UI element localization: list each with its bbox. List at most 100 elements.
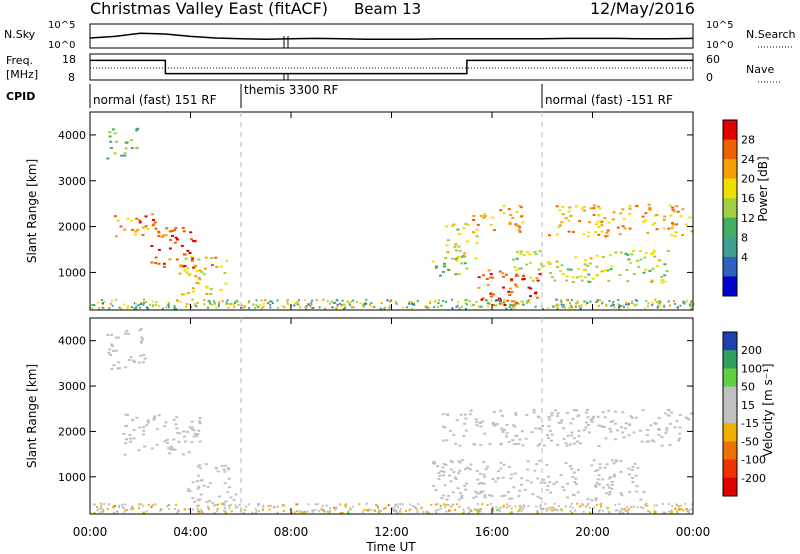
velocity-cell [635, 490, 639, 493]
power-cell [363, 305, 365, 308]
power-cell [129, 219, 133, 222]
velocity-cell [500, 495, 504, 497]
power-cell [536, 279, 540, 282]
power-cell [676, 306, 679, 309]
velocity-cell [495, 423, 499, 426]
power-cell [636, 259, 639, 262]
power-cell [134, 230, 138, 233]
velocity-cell [687, 418, 691, 421]
velocity-cell [169, 448, 172, 451]
velocity-cell [197, 485, 201, 488]
velocity-cell [603, 466, 607, 469]
velocity-cell [222, 468, 226, 471]
noise-right-ytick-bottom: 10^0 [706, 40, 733, 51]
velocity-cell [676, 511, 679, 514]
power-cell [506, 299, 510, 302]
velocity-cell [653, 504, 656, 507]
power-cell [154, 227, 158, 230]
power-cell [592, 207, 596, 210]
power-cell [130, 147, 134, 150]
velocity-cell [118, 504, 121, 507]
velocity-cell [333, 506, 336, 509]
velocity-cell [183, 435, 186, 438]
power-cell [426, 306, 429, 309]
power-cell [641, 215, 645, 218]
velocity-cell [443, 426, 447, 429]
velocity-cell [619, 470, 623, 473]
power-cell [482, 216, 486, 219]
velocity-cell [339, 503, 342, 506]
velocity-cell [588, 431, 591, 434]
velocity-cell [373, 509, 376, 512]
velocity-cell [562, 489, 566, 492]
velocity-cell [147, 421, 150, 424]
velocity-cell [601, 478, 605, 481]
power-cell [565, 275, 569, 278]
velocity-cell [510, 473, 514, 476]
power-cell [331, 306, 334, 309]
power-cell [214, 256, 218, 259]
power-cell [563, 304, 565, 307]
velocity-cell [618, 511, 621, 514]
velocity-cell [463, 422, 467, 425]
power-cell [194, 304, 197, 307]
power-cell [589, 257, 593, 260]
power-cell [431, 260, 435, 263]
power-cell [111, 299, 113, 302]
velocity-cell [640, 506, 642, 509]
power-cell [528, 299, 531, 302]
colorbar-segment [723, 217, 737, 238]
velocity-cell [611, 459, 615, 462]
velocity-cell [420, 507, 423, 510]
velocity-cell [323, 508, 325, 511]
velocity-cell [527, 505, 530, 507]
velocity-cell [575, 482, 578, 485]
power-cell [485, 278, 489, 280]
power-cell [642, 271, 646, 274]
power-cell [293, 304, 296, 307]
velocity-cell [638, 429, 642, 432]
velocity-cell [163, 440, 167, 443]
ytick-label: 4000 [58, 129, 86, 142]
velocity-cell [175, 416, 179, 419]
velocity-cell [677, 439, 681, 442]
power-cell [454, 243, 458, 246]
power-cell [519, 250, 523, 253]
velocity-cell [128, 434, 132, 436]
velocity-cell [663, 412, 667, 415]
velocity-cell [564, 462, 568, 465]
power-cell [436, 305, 439, 308]
velocity-cell [604, 492, 608, 495]
velocity-cell [478, 472, 482, 475]
velocity-cell [547, 436, 550, 439]
power-cell [476, 223, 480, 226]
power-cell [466, 223, 470, 226]
power-cell [335, 298, 338, 301]
velocity-cell [228, 507, 231, 510]
velocity-cell [523, 488, 527, 491]
velocity-cell [631, 465, 635, 468]
power-cell [191, 287, 195, 290]
velocity-cell [131, 506, 134, 509]
power-cell [373, 306, 376, 308]
power-cell [286, 298, 289, 301]
colorbar-segment [723, 237, 737, 258]
velocity-cell [396, 506, 399, 509]
power-cell [548, 261, 552, 264]
velocity-cell [555, 481, 559, 484]
velocity-cell [577, 414, 581, 417]
velocity-cell [311, 509, 314, 512]
power-cell [571, 281, 575, 283]
freq-label-line2: [MHz] [6, 68, 38, 81]
power-cell [535, 277, 539, 280]
power-cell [234, 302, 236, 305]
velocity-cell [463, 511, 465, 514]
velocity-cell [486, 504, 489, 506]
velocity-cell [488, 494, 492, 497]
velocity-cell [208, 499, 212, 502]
velocity-cell [99, 502, 102, 505]
power-cell [617, 299, 620, 301]
velocity-cell [195, 480, 199, 483]
velocity-cell [560, 419, 564, 422]
velocity-cell [132, 429, 136, 431]
